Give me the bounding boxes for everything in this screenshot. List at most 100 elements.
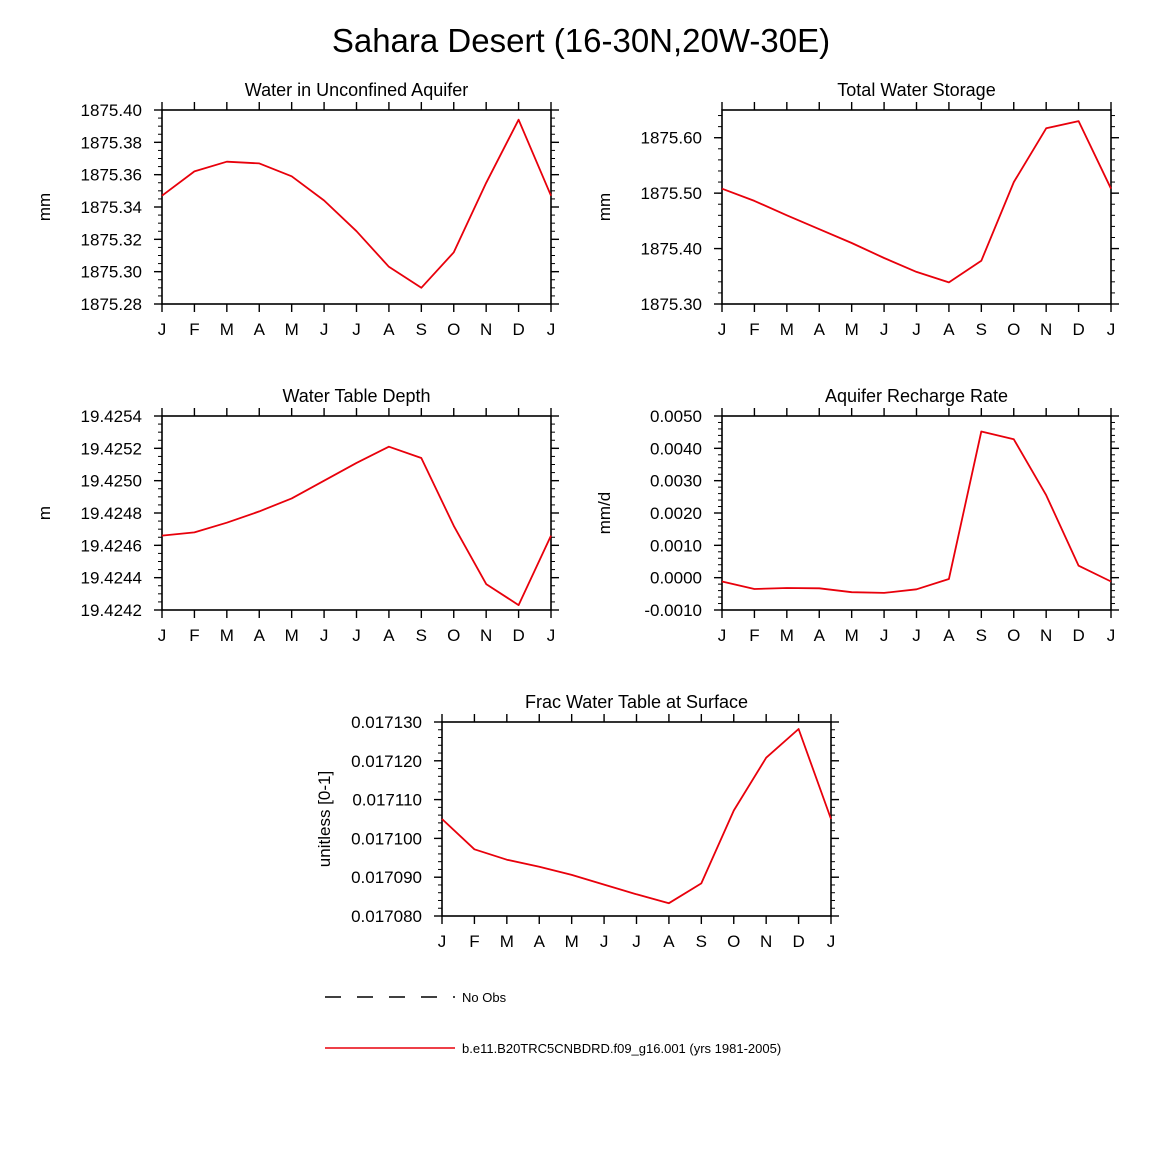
y-tick-label: 1875.40 xyxy=(641,240,702,259)
x-tick-label: M xyxy=(780,626,794,645)
y-tick-label: 1875.50 xyxy=(641,184,702,203)
y-tick-label: 0.017100 xyxy=(351,829,422,848)
y-tick-label: 0.0000 xyxy=(650,569,702,588)
x-tick-label: J xyxy=(600,932,609,951)
x-tick-label: J xyxy=(912,626,921,645)
x-tick-label: N xyxy=(1040,626,1052,645)
x-tick-label: J xyxy=(547,320,556,339)
x-tick-label: F xyxy=(749,626,759,645)
x-tick-label: D xyxy=(512,626,524,645)
y-axis-label: mm xyxy=(595,193,614,221)
chart-title: Aquifer Recharge Rate xyxy=(825,386,1008,406)
x-tick-label: O xyxy=(447,626,460,645)
x-tick-label: J xyxy=(158,320,167,339)
plot-frame xyxy=(721,415,1112,611)
legend-label-model: b.e11.B20TRC5CNBDRD.f09_g16.001 (yrs 198… xyxy=(462,1041,781,1056)
x-tick-label: S xyxy=(416,320,427,339)
y-tick-label: 19.4246 xyxy=(81,536,142,555)
x-tick-label: F xyxy=(189,626,199,645)
x-tick-label: D xyxy=(792,932,804,951)
x-tick-label: M xyxy=(500,932,514,951)
x-tick-label: S xyxy=(976,320,987,339)
y-tick-label: 19.4252 xyxy=(81,439,142,458)
x-tick-label: J xyxy=(320,320,329,339)
x-tick-label: J xyxy=(352,626,361,645)
y-tick-label: 1875.34 xyxy=(81,198,142,217)
x-tick-label: A xyxy=(383,626,395,645)
x-tick-label: J xyxy=(718,320,727,339)
x-tick-label: O xyxy=(727,932,740,951)
y-tick-label: 1875.38 xyxy=(81,133,142,152)
x-tick-label: J xyxy=(547,626,556,645)
x-tick-label: M xyxy=(220,320,234,339)
series-line xyxy=(161,445,552,606)
x-tick-label: M xyxy=(845,320,859,339)
x-tick-label: J xyxy=(880,320,889,339)
x-tick-label: J xyxy=(632,932,641,951)
x-tick-label: M xyxy=(845,626,859,645)
y-tick-label: 1875.30 xyxy=(641,295,702,314)
x-tick-label: M xyxy=(220,626,234,645)
x-tick-label: A xyxy=(663,932,675,951)
y-tick-label: 1875.40 xyxy=(81,101,142,120)
y-tick-label: 1875.60 xyxy=(641,129,702,148)
x-tick-label: J xyxy=(1107,320,1116,339)
y-tick-label: 19.4244 xyxy=(81,569,142,588)
y-tick-label: 0.017110 xyxy=(352,791,422,810)
y-tick-label: 0.017080 xyxy=(351,907,422,926)
y-axis-label: unitless [0-1] xyxy=(315,771,334,867)
x-tick-label: D xyxy=(512,320,524,339)
x-tick-label: A xyxy=(534,932,546,951)
y-tick-label: 0.017120 xyxy=(351,752,422,771)
y-tick-label: 19.4254 xyxy=(81,407,142,426)
chart-panels: Water in Unconfined Aquifer mm 1875.28 1875… xyxy=(35,80,1119,951)
x-tick-label: J xyxy=(718,626,727,645)
plot-frame xyxy=(161,109,552,305)
y-tick-label: 1875.28 xyxy=(81,295,142,314)
x-tick-label: A xyxy=(254,320,266,339)
x-tick-label: J xyxy=(880,626,889,645)
x-tick-label: J xyxy=(320,626,329,645)
x-tick-label: D xyxy=(1072,626,1084,645)
y-tick-label: 1875.32 xyxy=(81,230,142,249)
y-tick-label: 0.0030 xyxy=(650,472,702,491)
x-tick-label: F xyxy=(469,932,479,951)
y-tick-label: 19.4250 xyxy=(81,472,142,491)
x-tick-label: S xyxy=(976,626,987,645)
x-tick-label: M xyxy=(780,320,794,339)
chart-panel-4: Aquifer Recharge Rate mm/d -0.0010 0.0000 0.… xyxy=(595,386,1119,645)
x-tick-label: J xyxy=(352,320,361,339)
x-tick-label: O xyxy=(1007,626,1020,645)
chart-title: Water Table Depth xyxy=(282,386,430,406)
legend-label-no-obs: No Obs xyxy=(462,990,507,1005)
x-tick-label: J xyxy=(912,320,921,339)
x-tick-label: J xyxy=(1107,626,1116,645)
x-tick-label: O xyxy=(447,320,460,339)
x-tick-label: N xyxy=(480,320,492,339)
y-tick-label: 0.017090 xyxy=(351,868,422,887)
chart-panel-2: Total Water Storage mm 1875.30 1875.40 1875.… xyxy=(595,80,1119,339)
x-tick-label: J xyxy=(827,932,836,951)
x-tick-label: A xyxy=(943,320,955,339)
y-tick-label: 0.0010 xyxy=(650,536,702,555)
x-tick-label: M xyxy=(285,626,299,645)
x-tick-label: N xyxy=(760,932,772,951)
x-tick-label: F xyxy=(749,320,759,339)
chart-panel-1: Water in Unconfined Aquifer mm 1875.28 1875… xyxy=(35,80,559,339)
plot-frame xyxy=(721,109,1112,305)
x-tick-label: A xyxy=(814,626,826,645)
y-axis-label: mm xyxy=(35,193,54,221)
x-tick-label: F xyxy=(189,320,199,339)
x-tick-label: N xyxy=(480,626,492,645)
y-tick-label: 0.0020 xyxy=(650,504,702,523)
x-tick-label: O xyxy=(1007,320,1020,339)
x-tick-label: S xyxy=(696,932,707,951)
plot-frame xyxy=(161,415,552,611)
figure-title: Sahara Desert (16-30N,20W-30E) xyxy=(331,22,831,59)
x-tick-label: A xyxy=(383,320,395,339)
x-tick-label: M xyxy=(285,320,299,339)
series-line xyxy=(441,728,832,905)
chart-title: Water in Unconfined Aquifer xyxy=(245,80,468,100)
chart-panel-3: Water Table Depth m 19.4242 19.4244 19.4246 1… xyxy=(35,386,559,645)
